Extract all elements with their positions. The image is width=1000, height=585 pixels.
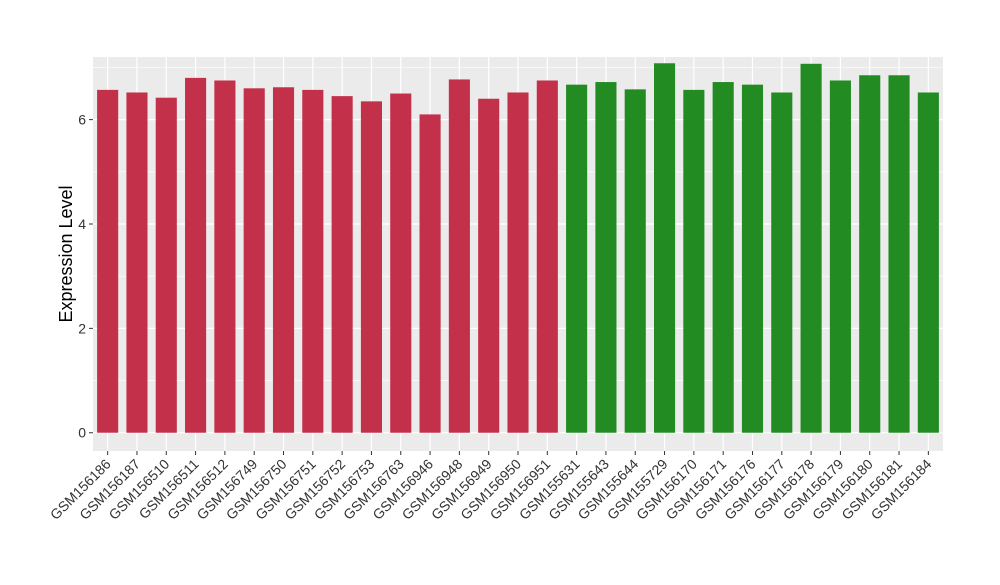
- bar-GSM156749: [243, 88, 265, 433]
- y-axis: 0 2 4 6: [78, 112, 93, 441]
- bar-GSM156950: [507, 92, 529, 433]
- bar-GSM156752: [331, 96, 353, 433]
- y-tick-label: 2: [78, 320, 86, 336]
- y-tick-label: 4: [78, 216, 86, 232]
- bar-GSM156171: [712, 82, 734, 433]
- bar-GSM156512: [214, 80, 236, 433]
- bar-GSM156951: [536, 80, 558, 433]
- bar-GSM156186: [97, 89, 119, 433]
- bar-GSM156176: [741, 84, 764, 433]
- bars: [97, 63, 939, 433]
- bar-GSM156178: [800, 63, 822, 433]
- bar-GSM156948: [448, 79, 470, 433]
- x-axis: GSM156186GSM156187GSM156510GSM156511GSM1…: [47, 451, 935, 523]
- bar-GSM155644: [624, 89, 646, 433]
- bar-GSM156753: [360, 101, 382, 433]
- bar-GSM155729: [654, 63, 676, 433]
- bar-GSM156750: [272, 87, 295, 433]
- bar-GSM156949: [478, 98, 500, 433]
- bar-GSM156510: [155, 97, 177, 433]
- bar-GSM156763: [390, 93, 412, 433]
- bar-GSM156177: [771, 92, 793, 433]
- bar-GSM156180: [859, 75, 881, 433]
- bar-GSM156751: [302, 89, 324, 433]
- bar-GSM156179: [829, 80, 851, 433]
- bar-GSM155643: [595, 82, 617, 433]
- y-axis-label: Expression Level: [56, 185, 76, 322]
- bar-GSM156170: [683, 89, 705, 433]
- bar-GSM156181: [888, 75, 910, 433]
- bar-GSM156184: [917, 92, 939, 433]
- y-tick-label: 0: [78, 425, 86, 441]
- y-tick-label: 6: [78, 112, 86, 128]
- bar-GSM156511: [185, 77, 207, 433]
- bar-GSM156946: [419, 114, 441, 433]
- bar-GSM155631: [566, 84, 588, 433]
- bar-GSM156187: [126, 92, 148, 433]
